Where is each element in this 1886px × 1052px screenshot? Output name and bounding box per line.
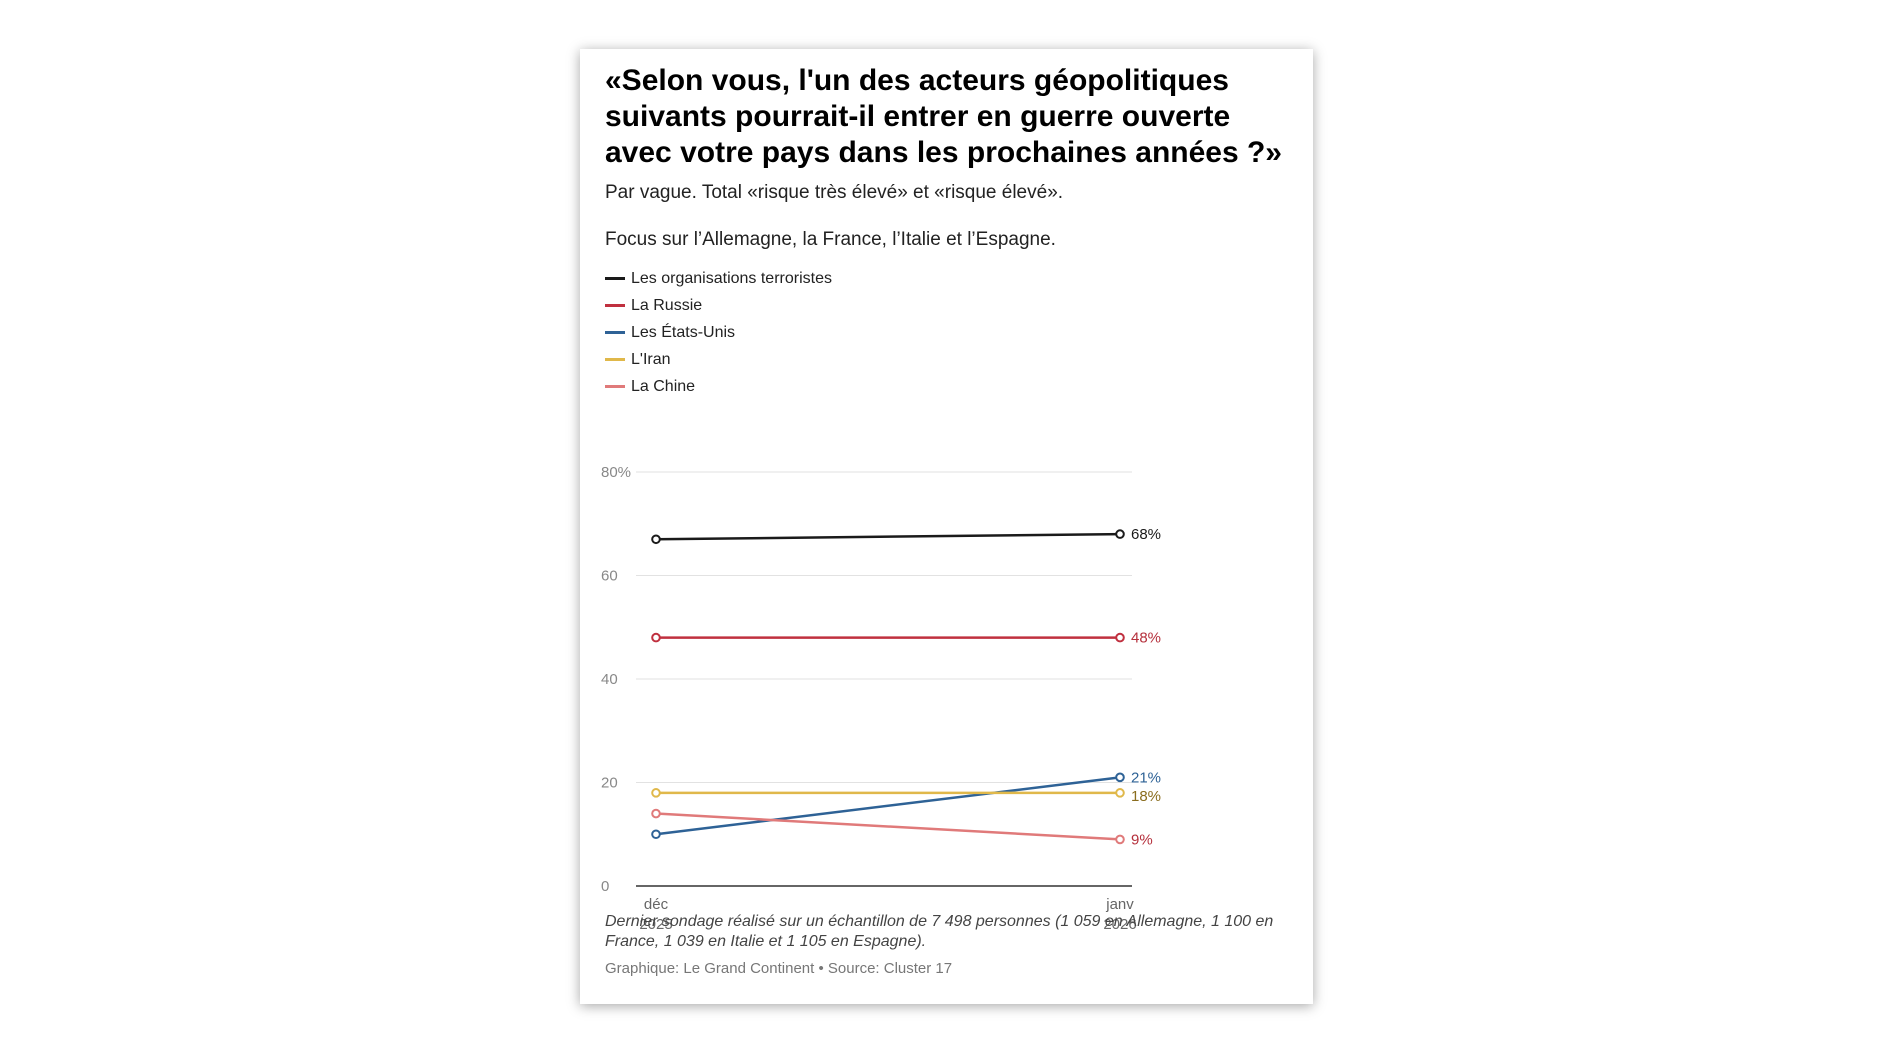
legend-swatch [605,358,625,361]
y-tick-label: 80% [601,464,631,481]
data-point [1115,772,1125,783]
data-point [651,808,661,819]
chart-title: «Selon vous, l'un des acteurs géopolitiq… [605,64,1282,169]
x-tick-label: janv [1105,896,1134,913]
end-value-label: 9% [1131,831,1153,848]
credits: Graphique: Le Grand Continent • Source: … [605,960,953,977]
data-point [1115,632,1125,643]
x-tick-label: déc [644,896,669,913]
legend-item: Les États-Unis [605,319,1288,346]
line-chart: 0 20 40 60 80% déc 2025 janv 2026 68% 48% 21% 18% 9% [601,464,1161,933]
end-value-label: 21% [1131,769,1161,786]
data-point [1115,788,1125,798]
data-point [651,788,661,798]
data-point [651,829,661,840]
legend-item: La Chine [605,373,1288,400]
data-point [1115,834,1125,845]
legend-swatch [605,277,625,280]
y-tick-label: 0 [601,878,609,895]
y-tick-label: 20 [601,775,618,792]
legend-swatch [605,331,625,334]
series-line [655,532,1121,541]
footnote: Dernier sondage réalisé sur un échantill… [605,913,1274,950]
chart-card: «Selon vous, l'un des acteurs géopolitiq… [580,49,1313,1004]
chart-focus-note: Focus sur l’Allemagne, la France, l’Ital… [605,229,1056,250]
chart-subtitle: Par vague. Total «risque très élevé» et … [605,182,1064,203]
legend-item: Les organisations terroristes [605,265,1288,292]
legend-label: Les États-Unis [631,323,736,341]
end-value-label: 48% [1131,630,1161,647]
legend-swatch [605,385,625,388]
x-tick-label: 2025 [639,916,672,933]
x-tick-label: 2026 [1103,916,1136,933]
data-point [651,632,661,643]
data-point [1115,529,1125,539]
series-line [655,812,1121,841]
series-line [655,776,1121,836]
y-tick-label: 60 [601,568,618,585]
legend: Les organisations terroristes La Russie … [605,265,1288,400]
legend-label: La Chine [631,377,696,395]
legend-item: L'Iran [605,346,1288,373]
y-tick-label: 40 [601,671,618,688]
legend-label: L'Iran [631,350,671,368]
end-value-label: 68% [1131,526,1161,543]
end-value-label: 18% [1131,788,1161,805]
legend-label: Les organisations terroristes [631,269,832,287]
legend-label: La Russie [631,296,703,314]
data-point [651,534,661,545]
legend-swatch [605,304,625,307]
legend-item: La Russie [605,292,1288,319]
